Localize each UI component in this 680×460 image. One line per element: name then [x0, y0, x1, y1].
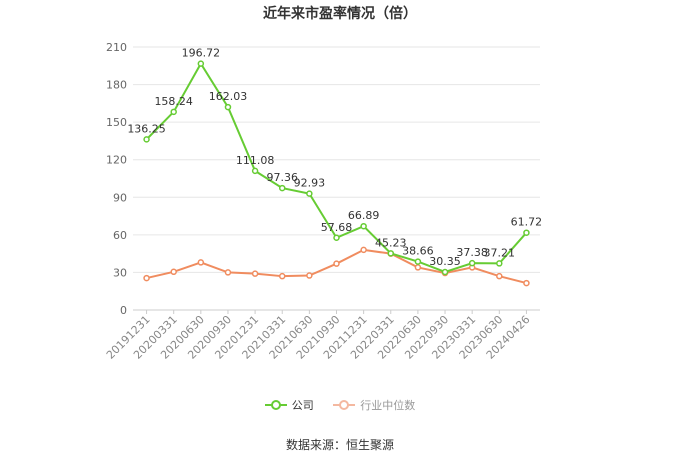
data-label: 57.68 [321, 221, 353, 234]
data-label: 162.03 [209, 90, 248, 103]
y-tick-label: 210 [106, 41, 127, 54]
series-0-point [360, 222, 367, 230]
series-1-point [278, 272, 286, 280]
pe-line-chart: 0306090120150180210201912312020033120200… [104, 41, 542, 362]
series-0-point [251, 167, 259, 175]
data-labels: 136.25 158.24 196.72 162.03 111.08 97.3692.93… [127, 47, 542, 268]
legend: 公司 行业中位数 [0, 397, 680, 414]
series-1-point [523, 279, 530, 287]
data-label: 92.93 [294, 177, 326, 190]
data-label: 38.66 [402, 245, 434, 258]
series-1-point [360, 246, 367, 254]
data-label: 66.89 [348, 209, 380, 222]
series-0-point [468, 259, 476, 267]
series-1-point [143, 274, 150, 282]
legend-industry-line-icon [333, 400, 356, 410]
series-0-point [306, 190, 313, 197]
data-label: 30.35 [429, 255, 461, 268]
series-0-point [441, 268, 449, 276]
legend-company-label: 公司 [291, 399, 314, 412]
series-0-point [496, 260, 503, 267]
data-label: 37.21 [484, 246, 516, 259]
series-1-point [306, 272, 313, 279]
data-label: 158.24 [154, 95, 193, 108]
series-0-point [278, 184, 286, 192]
series-1-point [224, 269, 232, 276]
series-1-point [496, 272, 503, 280]
data-label: 97.36 [266, 171, 298, 184]
y-tick-label: 150 [106, 116, 127, 129]
series-lines [143, 60, 530, 287]
series-0-point [523, 229, 530, 236]
data-label: 37.38 [456, 246, 488, 259]
series-1-point [170, 268, 177, 276]
y-tick-label: 180 [106, 79, 127, 92]
series-1-point [414, 264, 422, 271]
chart-title: 近年来市盈率情况（倍） [263, 6, 417, 22]
series-1-point [333, 260, 340, 267]
series-0-point [333, 234, 340, 242]
data-label: 196.72 [182, 47, 221, 60]
axes: 0306090120150180210201912312020033120200… [104, 41, 540, 362]
series-1-point [197, 259, 205, 266]
y-tick-label: 60 [113, 229, 127, 242]
data-source-note: 数据来源：恒生聚源 [285, 438, 394, 452]
y-tick-label: 30 [113, 266, 127, 279]
series-0-point [170, 108, 177, 116]
series-0-point [224, 103, 232, 111]
y-tick-label: 90 [113, 191, 127, 204]
legend-company-line-icon [264, 400, 287, 410]
series-1-point [251, 270, 259, 277]
data-label: 45.23 [375, 236, 407, 249]
series-0-point [414, 258, 422, 265]
y-tick-label: 120 [106, 154, 127, 167]
legend-item-industry-median[interactable]: 行业中位数 [333, 397, 415, 413]
legend-industry-label: 行业中位数 [360, 399, 416, 412]
data-label: 136.25 [127, 122, 166, 135]
series-0-point [197, 60, 205, 67]
data-label: 61.72 [511, 216, 543, 229]
data-label: 111.08 [236, 154, 275, 167]
legend-item-company[interactable]: 公司 [264, 397, 314, 413]
series-0-point [143, 136, 150, 143]
series-0-point [387, 250, 395, 257]
y-tick-label: 0 [120, 304, 127, 317]
